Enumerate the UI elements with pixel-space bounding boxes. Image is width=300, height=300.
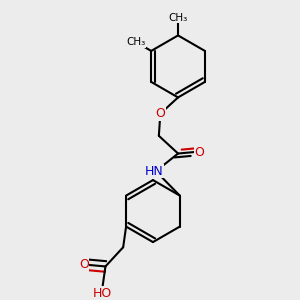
- Text: HN: HN: [145, 165, 164, 178]
- Text: O: O: [155, 107, 165, 120]
- Text: HO: HO: [93, 286, 112, 299]
- Text: O: O: [195, 146, 205, 158]
- Text: O: O: [79, 259, 89, 272]
- Text: CH₃: CH₃: [126, 37, 146, 47]
- Text: CH₃: CH₃: [168, 13, 188, 23]
